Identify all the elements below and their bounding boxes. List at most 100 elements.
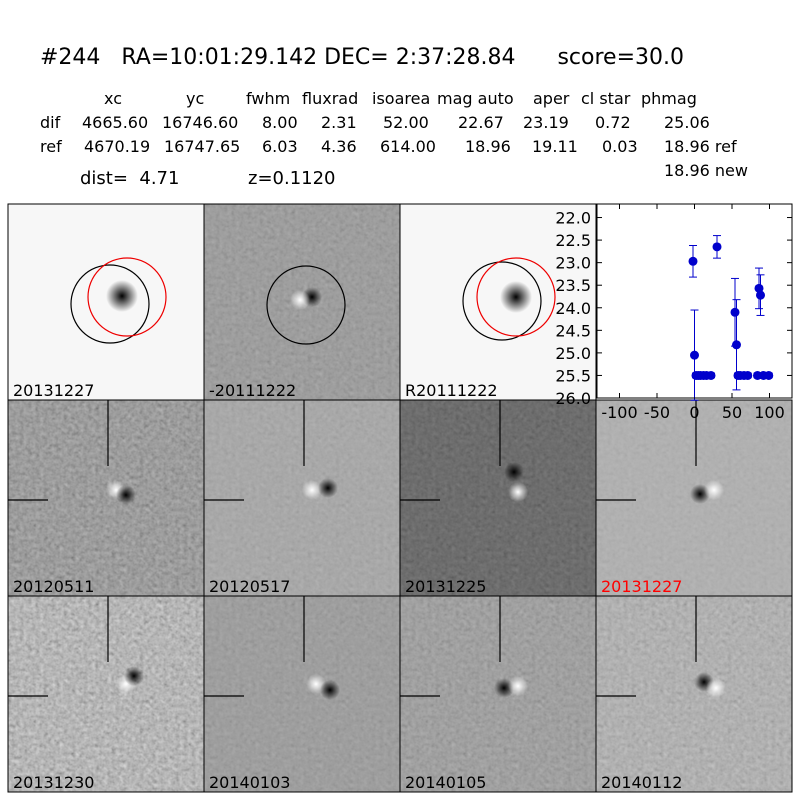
image-label: 20120517 xyxy=(209,577,290,596)
column-header: fwhm xyxy=(246,89,290,108)
x-tick-label: -50 xyxy=(644,403,670,422)
table-cell: 18.96 xyxy=(465,137,511,156)
image-noise xyxy=(204,596,400,792)
image-noise xyxy=(8,596,204,792)
aperture xyxy=(70,264,150,344)
column-header: yc xyxy=(186,89,204,108)
table-cell: 16747.65 xyxy=(164,137,240,156)
residual xyxy=(706,678,726,698)
image-panel: 20120517 xyxy=(203,399,401,597)
residual xyxy=(504,462,524,482)
image-label: 20131230 xyxy=(13,773,94,792)
table-cell: 614.00 xyxy=(380,137,436,156)
y-tick-label: 22.0 xyxy=(555,209,591,228)
data-point xyxy=(756,290,765,300)
data-point xyxy=(730,307,740,317)
image-label: 20140112 xyxy=(601,773,682,792)
data-point xyxy=(706,370,716,380)
data-point xyxy=(732,340,741,350)
aperture xyxy=(87,257,167,337)
data-point xyxy=(690,350,699,360)
table-cell: dif xyxy=(40,113,61,132)
aperture xyxy=(462,261,542,341)
table-cell: 16746.60 xyxy=(162,113,238,132)
residual xyxy=(704,480,724,500)
image-noise xyxy=(400,400,596,596)
table-cell: 4.36 xyxy=(321,137,357,156)
image-label: 20131227 xyxy=(601,577,682,596)
table-cell: 19.11 xyxy=(532,137,578,156)
image-background xyxy=(8,204,204,400)
table-cell: 4665.60 xyxy=(82,113,148,132)
residual xyxy=(318,478,338,498)
image-panel: 20120511 xyxy=(7,399,205,597)
image-label: 20120511 xyxy=(13,577,94,596)
title: #244 RA=10:01:29.142 DEC= 2:37:28.84 sco… xyxy=(40,45,684,70)
image-panel: 20131225 xyxy=(399,399,597,597)
table-cell: 22.67 xyxy=(458,113,504,132)
image-label: 20140105 xyxy=(405,773,486,792)
aperture xyxy=(266,265,346,345)
image-label: 20140103 xyxy=(209,773,290,792)
column-header: mag auto xyxy=(437,89,514,108)
image-noise xyxy=(8,204,204,400)
table-cell: 25.06 xyxy=(664,113,710,132)
column-header: isoarea xyxy=(372,89,430,108)
y-tick-label: 24.5 xyxy=(555,321,591,340)
source xyxy=(106,280,138,312)
source xyxy=(500,281,532,313)
table-cell: 23.19 xyxy=(523,113,569,132)
residual xyxy=(508,482,528,502)
column-header: xc xyxy=(104,89,122,108)
y-tick-label: 25.5 xyxy=(555,366,591,385)
image-panel: 20131230 xyxy=(7,595,205,793)
residual xyxy=(320,680,340,700)
aperture xyxy=(476,257,556,337)
image-panel: 20131227 xyxy=(595,399,793,597)
column-header: fluxrad xyxy=(302,89,358,108)
image-label: 20131227 xyxy=(13,381,94,400)
y-tick-label: 22.5 xyxy=(555,231,591,250)
y-tick-label: 23.5 xyxy=(555,276,591,295)
table-cell: 0.72 xyxy=(595,113,631,132)
x-tick-label: 50 xyxy=(722,403,742,422)
table-cell: 0.03 xyxy=(602,137,638,156)
column-header: aper xyxy=(533,89,570,108)
y-tick-label: 23.0 xyxy=(555,254,591,273)
image-label: R20111222 xyxy=(405,381,498,400)
table-cell: ref xyxy=(40,137,62,156)
image-label: -20111222 xyxy=(209,381,296,400)
residual xyxy=(124,666,144,686)
table-cell: 6.03 xyxy=(262,137,298,156)
image-noise xyxy=(204,400,400,596)
table-cell: 8.00 xyxy=(262,113,298,132)
image-panel: R20111222 xyxy=(399,203,597,401)
image-panel: 20131227 xyxy=(7,203,205,401)
redshift: z=0.1120 xyxy=(248,168,336,189)
residual xyxy=(116,485,136,505)
image-background xyxy=(400,204,596,400)
dist: dist= 4.71 xyxy=(80,168,179,189)
data-point xyxy=(743,370,753,380)
light-curve: 22.0 22.5 23.0 23.5 24.0 24.5 25.0 25.5 26.0 -100… xyxy=(555,203,793,422)
table-cell: 4670.19 xyxy=(84,137,150,156)
residual xyxy=(508,676,528,696)
image-panel: 20140103 xyxy=(203,595,401,793)
column-header: cl star xyxy=(581,89,631,108)
x-tick-label: 100 xyxy=(754,403,785,422)
image-noise xyxy=(8,400,204,596)
image-panel: 20140112 xyxy=(595,595,793,793)
image-noise xyxy=(596,596,792,792)
panels: 20131227 -20111222 R20111222 20120511 201205… xyxy=(7,203,793,793)
image-panel: 20140105 xyxy=(399,595,597,793)
data-point xyxy=(712,242,722,252)
column-header: phmag xyxy=(641,89,697,108)
x-tick-label: 0 xyxy=(689,403,699,422)
y-tick-label: 26.0 xyxy=(555,389,591,408)
data-point xyxy=(754,283,764,293)
y-tick-label: 25.0 xyxy=(555,344,591,363)
y-tick-label: 24.0 xyxy=(555,299,591,318)
image-panel: -20111222 xyxy=(203,203,401,401)
info-table: xc yc fwhm fluxrad isoarea mag auto aper cl sta… xyxy=(40,89,737,156)
